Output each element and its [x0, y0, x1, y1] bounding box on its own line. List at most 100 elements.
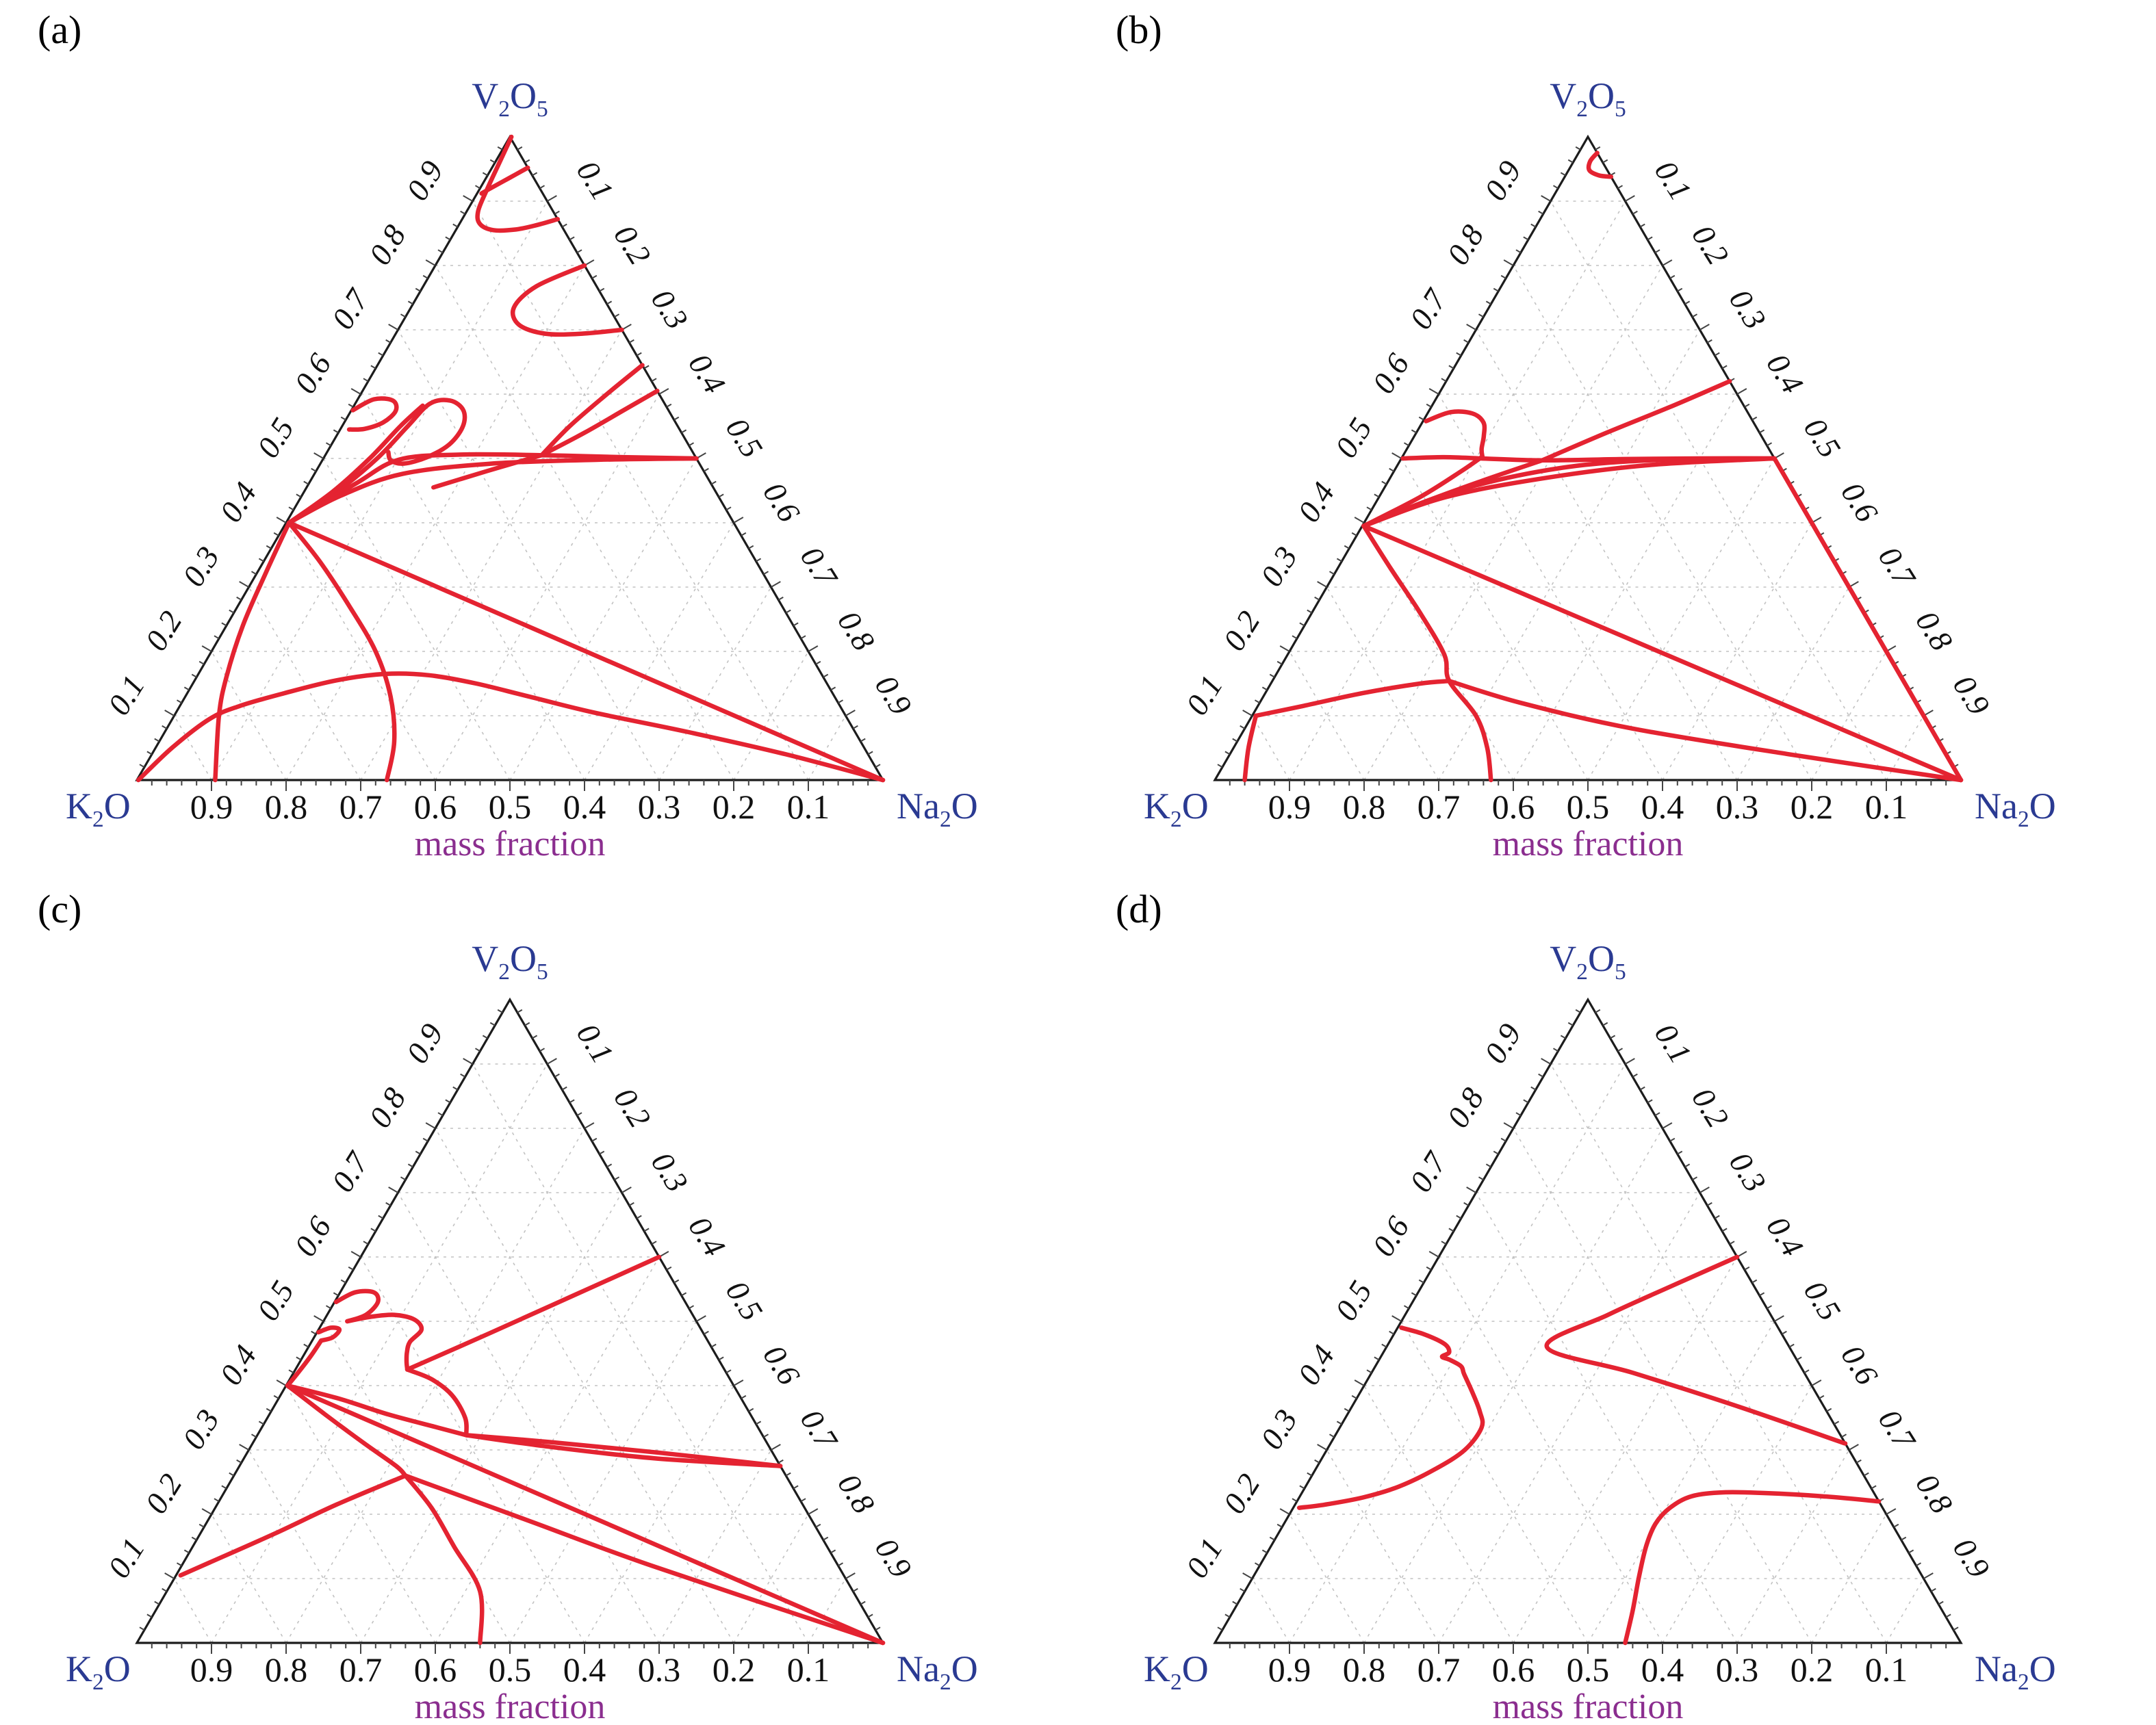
tick-mark: [460, 210, 466, 215]
tick-mark: [1292, 635, 1298, 640]
grid-line-k: [1363, 1385, 1514, 1644]
tick-mark: [1261, 1549, 1268, 1554]
left-axis-tick-label: 0.8: [362, 219, 413, 271]
tick-mark: [1478, 313, 1484, 318]
tick-mark: [201, 1508, 212, 1515]
bottom-axis-tick-label: 0.3: [638, 1650, 681, 1689]
tick-mark: [1389, 1330, 1395, 1335]
bottom-axis-tick-label: 0.2: [1791, 788, 1834, 826]
tick-mark: [591, 274, 598, 279]
left-axis-tick-label: 0.2: [1216, 605, 1267, 657]
tick-mark: [333, 1292, 339, 1297]
tick-mark: [673, 416, 680, 421]
tick-mark: [1463, 1202, 1470, 1206]
panel-c: (c) 0.1 0.2 0.3 0.4 0.5 0.6 0.7 0.8 0.9 0.1 0.2 0.3…: [0, 863, 1078, 1725]
tick-mark: [1602, 159, 1608, 164]
tick-mark: [1426, 403, 1432, 408]
tick-mark: [1560, 172, 1566, 177]
tick-mark: [1826, 1408, 1832, 1412]
tick-mark: [1418, 416, 1424, 421]
left-axis-tick-label: 0.4: [213, 476, 264, 528]
tick-mark: [793, 622, 799, 627]
axis-tick-labels: 0.1 0.2 0.3 0.4 0.5 0.6 0.7 0.8 0.9 0.1 0.2 0.3 0.4 0…: [101, 1017, 919, 1689]
tick-mark: [1721, 365, 1728, 369]
grid-line-k: [472, 200, 809, 781]
tick-mark: [517, 146, 523, 151]
tick-mark: [1307, 1472, 1313, 1477]
grid-line-n: [211, 1063, 548, 1644]
tick-mark: [1736, 388, 1747, 395]
tick-mark: [1448, 1228, 1454, 1232]
tick-mark: [1639, 1086, 1645, 1091]
tick-mark: [1329, 571, 1335, 575]
grid-line-n: [733, 1514, 809, 1644]
left-axis-tick-label: 0.2: [138, 1468, 189, 1520]
tick-mark: [482, 172, 488, 177]
tick-mark: [1242, 710, 1253, 716]
tick-mark: [1403, 442, 1409, 447]
triangle-edge: [135, 134, 885, 781]
tick-mark: [273, 1395, 279, 1399]
grid-line-n: [1811, 1514, 1887, 1644]
tick-mark: [1863, 1472, 1869, 1477]
tick-mark: [1232, 1600, 1238, 1605]
vertex-label-v2o5: V2O5: [1550, 938, 1626, 985]
phase-boundary-up-line: [1539, 378, 1732, 463]
tick-mark: [236, 596, 242, 601]
bottom-axis-tick-label: 0.3: [1716, 1650, 1759, 1689]
tick-mark: [370, 1228, 376, 1232]
right-axis-tick-label: 0.9: [869, 1532, 919, 1584]
tick-mark: [1292, 1498, 1298, 1503]
tick-mark: [146, 751, 153, 755]
tick-mark: [1856, 1459, 1862, 1464]
tick-mark: [333, 429, 339, 434]
tick-mark: [445, 1099, 451, 1104]
grid-line-n: [658, 586, 772, 781]
tick-mark: [546, 1058, 557, 1065]
tick-mark: [1759, 429, 1765, 434]
tick-mark: [258, 558, 264, 562]
axis-label-mass-fraction: mass fraction: [1493, 1687, 1684, 1725]
tick-mark: [651, 378, 657, 382]
tick-mark: [463, 195, 474, 202]
tick-mark: [273, 532, 279, 536]
phase-boundary-fan-up: [539, 363, 645, 458]
tick-mark: [1411, 429, 1417, 434]
grid-line-n: [1289, 200, 1626, 781]
right-axis-tick-label: 0.5: [1797, 412, 1848, 464]
right-axis-tick-label: 0.5: [719, 412, 770, 464]
phase-boundary-curves: [1242, 151, 1964, 783]
phase-boundary-diagonal-na: [287, 520, 886, 783]
phase-boundary-corner-seg: [1242, 713, 1259, 783]
grid-line-k: [1513, 265, 1812, 781]
tick-mark: [733, 517, 744, 523]
ternary-gridlines: [173, 1063, 847, 1644]
tick-mark: [621, 1186, 632, 1193]
right-axis-tick-label: 0.1: [570, 155, 621, 207]
tick-mark: [1684, 1163, 1691, 1168]
tick-mark: [599, 1150, 605, 1155]
tick-mark: [400, 313, 406, 318]
tick-mark: [599, 287, 605, 292]
grid-line-n: [509, 1321, 697, 1644]
tick-mark: [845, 1572, 856, 1579]
edge-tick-marks: [1217, 1009, 1959, 1654]
right-axis-tick-label: 0.3: [645, 1146, 695, 1198]
right-axis-tick-label: 0.5: [719, 1275, 770, 1327]
vertex-label-na2o: Na2O: [1975, 1648, 2056, 1695]
right-axis-tick-label: 0.2: [1685, 219, 1736, 271]
tick-mark: [1684, 300, 1691, 305]
tick-mark: [1418, 1279, 1424, 1284]
tick-mark: [1389, 467, 1395, 472]
tick-mark: [1217, 764, 1223, 768]
phase-boundary-lens-top: [463, 1433, 783, 1468]
right-axis-tick-label: 0.3: [1723, 1146, 1773, 1198]
tick-mark: [437, 249, 444, 254]
left-axis-tick-label: 0.3: [175, 541, 226, 593]
tick-mark: [139, 764, 145, 768]
tick-mark: [1428, 1251, 1439, 1258]
tick-mark: [785, 609, 791, 614]
tick-mark: [1441, 1241, 1447, 1245]
tick-mark: [1538, 1073, 1544, 1078]
tick-mark: [524, 159, 530, 164]
